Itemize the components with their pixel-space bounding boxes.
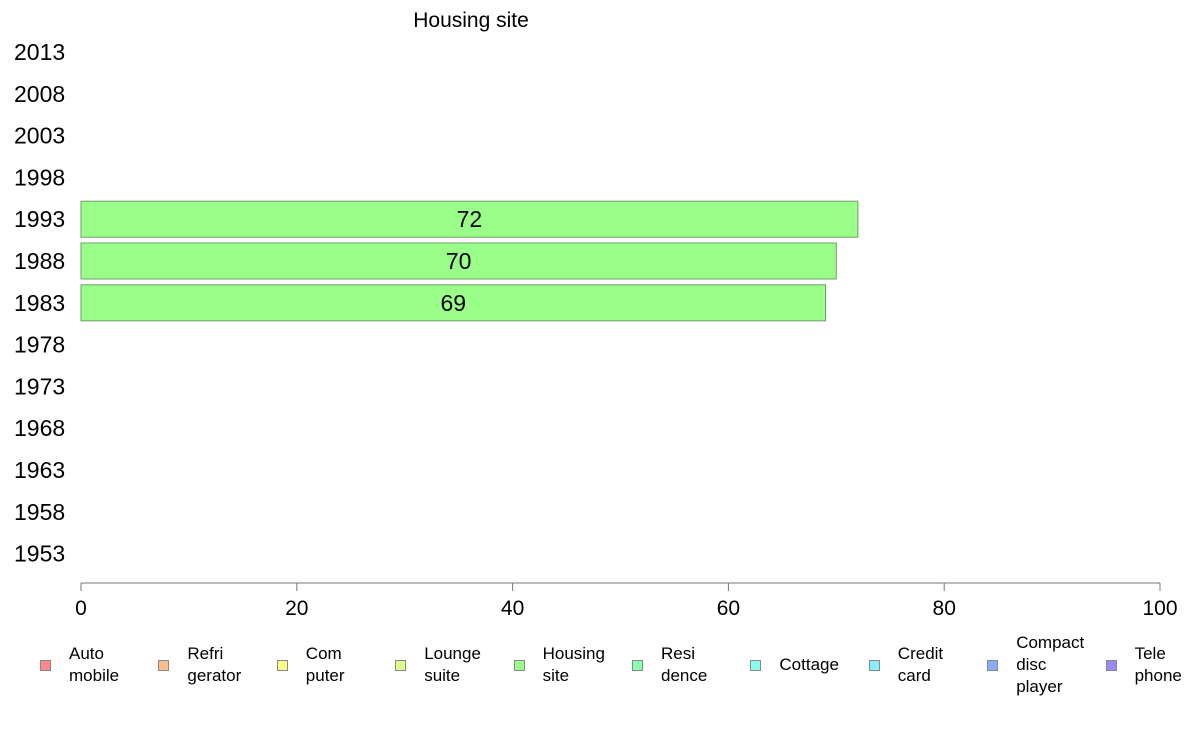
- bar-chart: Housing site 2013 2008 2003 1998 1993 1988 198…: [14, 9, 1178, 620]
- y-tick-label: 1973: [14, 373, 65, 399]
- legend-item: Com puter: [276, 643, 345, 687]
- y-tick-label: 1968: [14, 415, 65, 441]
- legend: Auto mobile Refri gerator Com puter Lounge …: [0, 632, 1188, 702]
- legend-label: Resi dence: [661, 644, 708, 685]
- y-tick-label: 1958: [14, 499, 65, 525]
- chart-title: Housing site: [413, 9, 529, 32]
- legend-item: Compact disc player: [987, 632, 1084, 698]
- bar: [80, 284, 827, 322]
- x-tick-label: 100: [1142, 597, 1177, 620]
- x-tick-label: 40: [501, 597, 524, 620]
- legend-label: Auto mobile: [69, 644, 120, 685]
- legend-swatch: [513, 659, 525, 671]
- x-tick-label: 60: [717, 597, 740, 620]
- legend-swatch: [395, 659, 407, 671]
- bar-value-label: 70: [446, 248, 472, 274]
- y-tick-label: 1963: [14, 457, 65, 483]
- x-tick-label: 20: [285, 597, 308, 620]
- legend-label: Refri gerator: [187, 644, 242, 685]
- legend-item: Cottage: [750, 654, 839, 676]
- legend-swatch: [40, 659, 51, 671]
- y-tick-label: 1998: [14, 164, 65, 190]
- y-tick-label: 1953: [14, 541, 65, 567]
- legend-swatch: [868, 659, 880, 671]
- y-tick-label: 2013: [14, 39, 65, 65]
- bar: [80, 242, 837, 280]
- legend-label: Compact disc player: [1016, 633, 1085, 696]
- legend-item: Auto mobile: [40, 643, 119, 687]
- legend-item: Credit card: [868, 643, 944, 687]
- legend-item: Refri gerator: [158, 643, 241, 687]
- legend-item: Tele phone: [1105, 643, 1182, 687]
- legend-label: Cottage: [779, 655, 839, 674]
- legend-label: Lounge suite: [424, 644, 481, 685]
- legend-item: Lounge suite: [395, 643, 481, 687]
- x-tick-label: 80: [933, 597, 956, 620]
- legend-label: Housing site: [542, 644, 605, 685]
- y-tick-label: 1988: [14, 248, 65, 274]
- bars: 72 70 69: [80, 200, 859, 322]
- legend-swatch: [276, 659, 288, 671]
- y-tick-label: 2003: [14, 123, 65, 149]
- legend-label: Com puter: [305, 644, 345, 685]
- legend-swatch: [987, 659, 999, 671]
- bar: [80, 200, 859, 238]
- legend-item: Resi dence: [632, 643, 707, 687]
- x-axis: 0 20 40 60 80 100: [75, 582, 1178, 620]
- x-tick-label: 0: [75, 597, 87, 620]
- legend-swatch: [750, 659, 762, 671]
- legend-swatch: [632, 659, 643, 671]
- legend-swatch: [1105, 659, 1117, 671]
- y-tick-label: 1978: [14, 332, 65, 358]
- legend-swatch: [158, 659, 170, 671]
- y-tick-label: 2008: [14, 81, 65, 107]
- legend-label: Credit card: [897, 644, 944, 685]
- bar-value-label: 69: [440, 290, 466, 316]
- legend-item: Housing site: [513, 643, 605, 687]
- y-tick-label: 1993: [14, 206, 65, 232]
- legend-label: Tele phone: [1134, 644, 1182, 685]
- y-axis-labels: 2013 2008 2003 1998 1993 1988 1983 1978 1973 1968…: [14, 39, 65, 567]
- bar-value-label: 72: [457, 206, 483, 232]
- y-tick-label: 1983: [14, 290, 65, 316]
